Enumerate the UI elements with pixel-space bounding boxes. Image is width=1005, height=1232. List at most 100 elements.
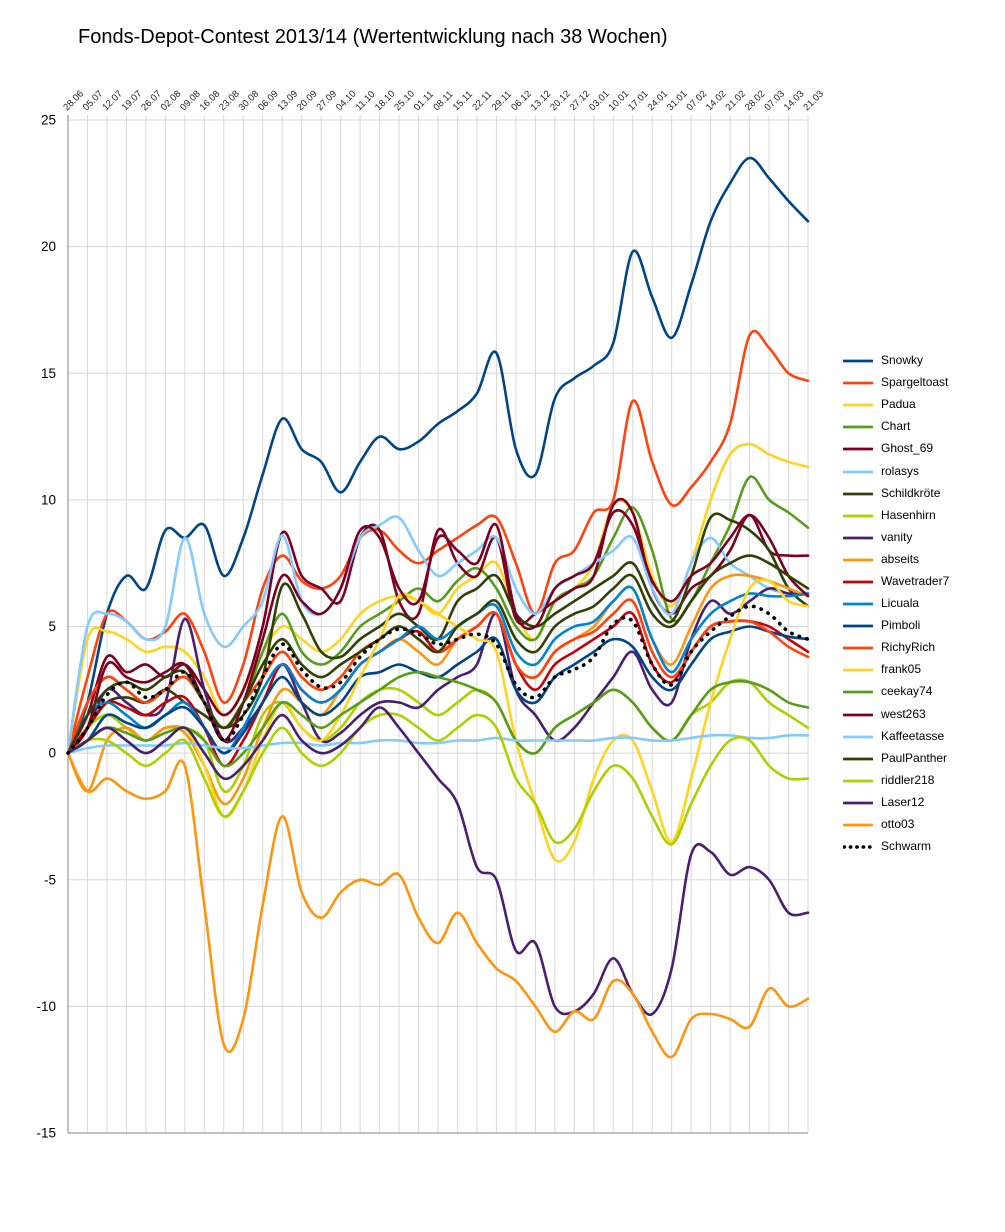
series-line-ceekay74 bbox=[66, 670, 810, 768]
chart-title: Fonds-Depot-Contest 2013/14 (Wertentwick… bbox=[78, 26, 668, 48]
series-line-Schwarm bbox=[66, 604, 810, 755]
svg-text:04.10: 04.10 bbox=[334, 89, 359, 114]
svg-text:15.11: 15.11 bbox=[451, 89, 475, 113]
svg-text:08.11: 08.11 bbox=[431, 89, 455, 113]
svg-text:02.08: 02.08 bbox=[159, 89, 184, 114]
svg-text:13.12: 13.12 bbox=[529, 89, 554, 114]
legend-swatch-Schwarm bbox=[843, 845, 873, 849]
svg-text:23.08: 23.08 bbox=[217, 89, 242, 114]
svg-text:28.02: 28.02 bbox=[743, 89, 768, 114]
svg-text:-15: -15 bbox=[36, 1126, 56, 1141]
series-line-Spargeltoast bbox=[66, 329, 810, 755]
svg-text:27.12: 27.12 bbox=[568, 89, 593, 114]
svg-text:10: 10 bbox=[41, 492, 56, 507]
legend-label: Licuala bbox=[881, 596, 920, 611]
legend-item-west263: west263 bbox=[843, 703, 949, 725]
legend-item-frank05: frank05 bbox=[843, 658, 949, 680]
legend-item-Chart: Chart bbox=[843, 415, 949, 437]
legend-item-otto03: otto03 bbox=[843, 813, 949, 835]
legend-label: Hasenhirn bbox=[881, 507, 936, 522]
svg-text:27.09: 27.09 bbox=[315, 89, 340, 114]
legend-item-PaulPanther: PaulPanther bbox=[843, 747, 949, 769]
series-lines bbox=[66, 156, 810, 1059]
legend-label: Schwarm bbox=[881, 839, 932, 854]
legend-swatch-abseits bbox=[843, 558, 873, 562]
legend-swatch-Licuala bbox=[843, 602, 873, 606]
legend-label: Ghost_69 bbox=[881, 441, 934, 456]
legend-item-RichyRich: RichyRich bbox=[843, 636, 949, 658]
legend-label: riddler218 bbox=[881, 772, 935, 787]
legend-swatch-riddler218 bbox=[843, 779, 873, 783]
svg-text:09.08: 09.08 bbox=[178, 89, 203, 114]
legend-swatch-ceekay74 bbox=[843, 691, 873, 694]
svg-text:31.01: 31.01 bbox=[665, 89, 690, 114]
legend-swatch-Wavetrader7 bbox=[843, 580, 873, 584]
legend-label: Schildkröte bbox=[881, 485, 941, 500]
svg-text:14.03: 14.03 bbox=[782, 89, 807, 114]
series-line-Snowky bbox=[66, 156, 810, 755]
svg-text:28.06: 28.06 bbox=[61, 89, 86, 114]
axes bbox=[67, 115, 808, 1134]
legend-label: Wavetrader7 bbox=[881, 573, 950, 588]
legend-label: abseits bbox=[881, 551, 920, 566]
legend-swatch-rolasys bbox=[843, 470, 873, 473]
svg-text:-10: -10 bbox=[36, 999, 56, 1014]
legend-swatch-PaulPanther bbox=[843, 757, 873, 761]
x-axis-labels: 28.0605.0712.0719.0726.0702.0809.0816.08… bbox=[61, 89, 826, 114]
svg-text:05.07: 05.07 bbox=[81, 89, 106, 114]
legend-swatch-Spargeltoast bbox=[843, 381, 873, 385]
svg-text:07.03: 07.03 bbox=[762, 89, 787, 114]
svg-text:17.01: 17.01 bbox=[626, 89, 651, 114]
legend-item-Schildkröte: Schildkröte bbox=[843, 482, 949, 504]
svg-text:29.11: 29.11 bbox=[490, 89, 514, 113]
legend-item-ceekay74: ceekay74 bbox=[843, 680, 949, 702]
legend-swatch-Schildkröte bbox=[843, 492, 873, 496]
legend-item-Snowky: Snowky bbox=[843, 349, 949, 371]
svg-text:18.10: 18.10 bbox=[373, 89, 398, 114]
svg-text:01.11: 01.11 bbox=[412, 89, 436, 113]
legend-swatch-west263 bbox=[843, 713, 873, 716]
svg-text:15: 15 bbox=[41, 366, 56, 381]
legend-label: west263 bbox=[881, 706, 926, 721]
legend-item-Licuala: Licuala bbox=[843, 592, 949, 614]
legend-label: frank05 bbox=[881, 662, 922, 677]
svg-text:20.09: 20.09 bbox=[295, 89, 320, 114]
legend-item-Hasenhirn: Hasenhirn bbox=[843, 504, 949, 526]
y-axis-labels: -15 -10 -5 0 5 10 15 20 25 bbox=[36, 113, 56, 1141]
svg-text:20.12: 20.12 bbox=[548, 89, 573, 114]
series-line-riddler218 bbox=[66, 712, 810, 846]
svg-text:30.08: 30.08 bbox=[237, 89, 262, 114]
series-line-Laser12 bbox=[66, 706, 810, 1016]
legend-swatch-Padua bbox=[843, 403, 873, 407]
svg-text:12.07: 12.07 bbox=[100, 89, 125, 114]
svg-text:22.11: 22.11 bbox=[470, 89, 494, 113]
legend-swatch-otto03 bbox=[843, 823, 873, 827]
svg-text:26.07: 26.07 bbox=[139, 89, 164, 114]
legend-label: Padua bbox=[881, 397, 916, 412]
legend-label: rolasys bbox=[881, 463, 920, 478]
legend-swatch-Kaffeetasse bbox=[843, 735, 873, 739]
svg-text:-5: -5 bbox=[44, 872, 56, 887]
series-line-Licuala bbox=[66, 585, 810, 755]
series-line-otto03 bbox=[66, 751, 810, 1059]
legend-item-Laser12: Laser12 bbox=[843, 791, 949, 813]
legend-swatch-Snowky bbox=[843, 359, 873, 363]
svg-text:14.02: 14.02 bbox=[704, 89, 729, 114]
legend-swatch-vanity bbox=[843, 536, 873, 540]
svg-text:13.09: 13.09 bbox=[276, 89, 301, 114]
chart-legend: Snowky Spargeltoast Padua Chart Ghost_69 rola… bbox=[843, 349, 949, 857]
svg-text:10.01: 10.01 bbox=[607, 89, 632, 114]
legend-item-Pimboli: Pimboli bbox=[843, 614, 949, 636]
svg-text:0: 0 bbox=[48, 746, 56, 761]
svg-text:24.01: 24.01 bbox=[646, 89, 671, 114]
legend-label: PaulPanther bbox=[881, 750, 948, 765]
svg-text:21.02: 21.02 bbox=[723, 89, 748, 114]
svg-text:21.03: 21.03 bbox=[801, 89, 826, 114]
legend-item-abseits: abseits bbox=[843, 548, 949, 570]
gridlines bbox=[67, 115, 809, 1134]
series-line-PaulPanther bbox=[66, 554, 810, 755]
svg-text:06.12: 06.12 bbox=[509, 89, 534, 114]
legend-label: Laser12 bbox=[881, 794, 925, 809]
legend-item-Wavetrader7: Wavetrader7 bbox=[843, 570, 949, 592]
